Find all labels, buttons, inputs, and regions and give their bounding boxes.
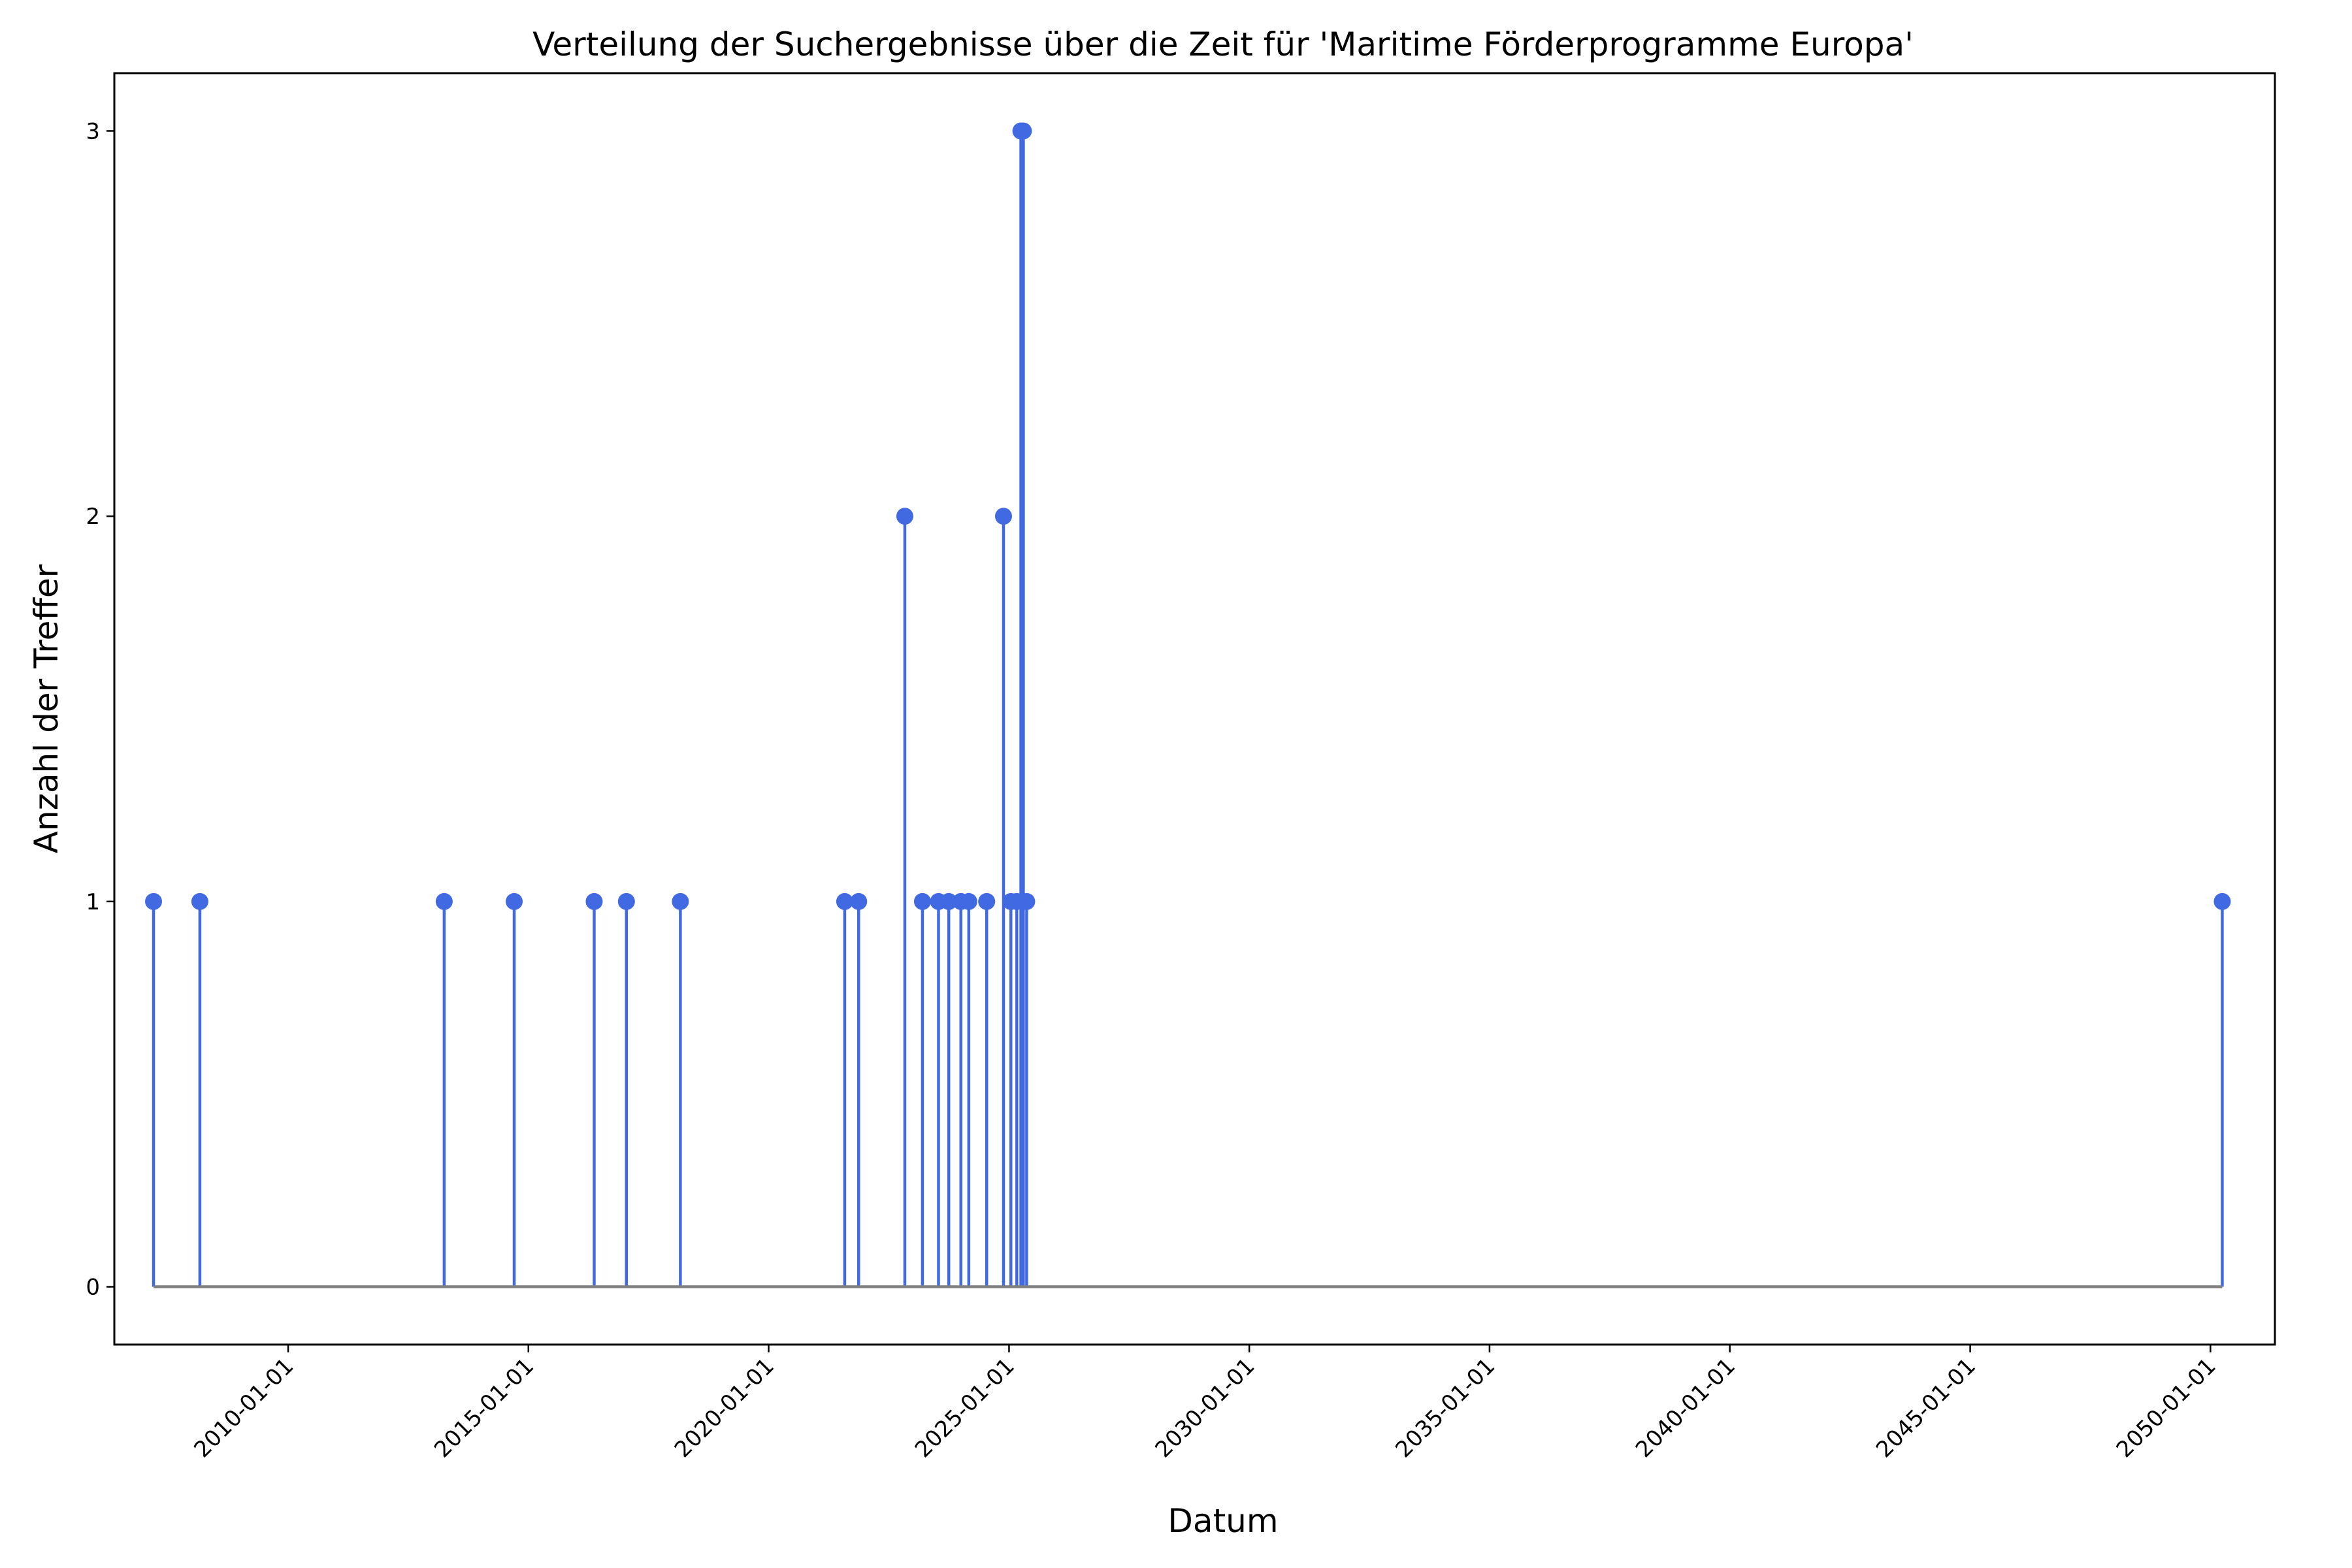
chart-title: Verteilung der Suchergebnisse über die Z…	[532, 25, 1914, 63]
data-point	[191, 892, 208, 910]
y-tick-label: 1	[86, 889, 100, 915]
data-point	[1015, 122, 1032, 140]
data-point	[913, 892, 931, 910]
plot-frame	[113, 72, 2276, 1346]
y-tick-label: 3	[86, 118, 100, 144]
data-point	[672, 892, 689, 910]
data-point	[978, 892, 996, 910]
data-point	[145, 892, 163, 910]
data-point	[2213, 892, 2231, 910]
data-point	[617, 892, 635, 910]
x-axis-label: Datum	[1168, 1502, 1278, 1540]
y-tick-label: 0	[86, 1275, 100, 1301]
data-point	[940, 892, 958, 910]
y-axis-label: Anzahl der Treffer	[27, 564, 65, 853]
data-point	[960, 892, 977, 910]
data-point	[896, 508, 913, 525]
data-point	[506, 892, 523, 910]
data-point	[1018, 892, 1036, 910]
plot-area	[145, 122, 2231, 1288]
data-point	[836, 892, 853, 910]
y-tick-label: 2	[86, 504, 100, 530]
data-point	[994, 508, 1012, 525]
data-point	[850, 892, 868, 910]
data-point	[435, 892, 453, 910]
data-point	[585, 892, 603, 910]
